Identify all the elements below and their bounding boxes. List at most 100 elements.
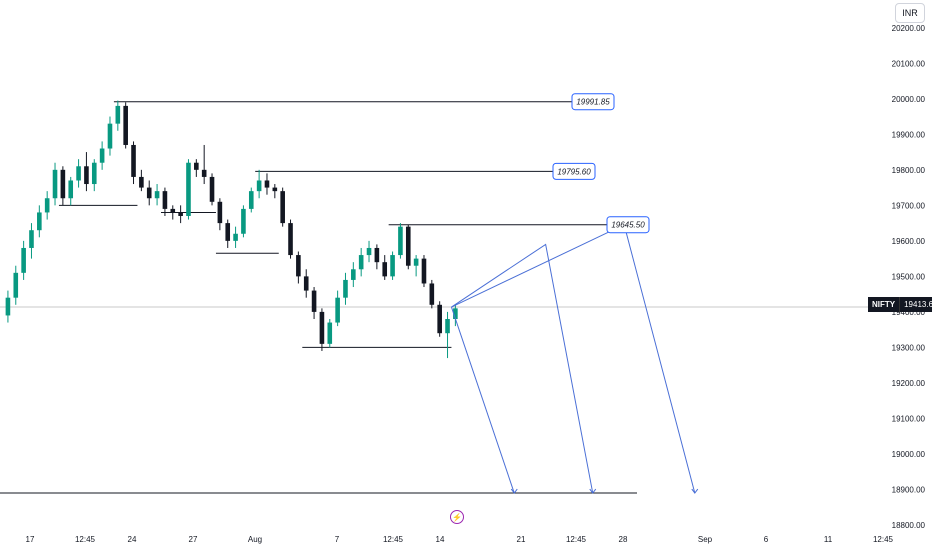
candle-body — [296, 255, 301, 277]
level-price-text: 19645.50 — [611, 221, 645, 230]
candle-body — [60, 169, 66, 199]
y-tick-label: 19100.00 — [892, 414, 926, 423]
time-axis: 17 12:45 24 27 Aug 7 12:45 14 21 12:45 28 Sep 6 11 12:… — [26, 535, 894, 544]
candle-body — [398, 226, 403, 256]
projection-path[interactable] — [451, 243, 594, 494]
candle-body — [421, 258, 427, 284]
x-tick-label: 12:45 — [566, 535, 587, 544]
candle-body — [358, 255, 364, 270]
y-tick-label: 19700.00 — [892, 201, 926, 210]
candle-body — [280, 191, 285, 224]
candlestick-series — [5, 100, 458, 359]
candle-body — [453, 308, 458, 319]
x-tick-label: Sep — [698, 535, 713, 544]
x-tick-label: 12:45 — [383, 535, 404, 544]
y-tick-label: 19800.00 — [892, 166, 926, 175]
projection-lines — [450, 223, 699, 494]
candle-body — [170, 208, 176, 213]
candle-body — [146, 187, 152, 199]
candle-body — [241, 208, 246, 234]
candle-body — [335, 297, 340, 323]
symbol-label: NIFTY — [868, 297, 900, 312]
x-tick-label: 28 — [619, 535, 628, 544]
candle-body — [374, 247, 380, 263]
x-tick-label: 24 — [128, 535, 137, 544]
candle-body — [99, 148, 105, 163]
y-tick-label: 20200.00 — [892, 24, 926, 33]
candle-body — [405, 226, 411, 266]
currency-selector[interactable]: INR — [895, 3, 925, 23]
x-tick-label: 12:45 — [873, 535, 894, 544]
x-tick-label: Aug — [248, 535, 262, 544]
candle-body — [437, 304, 442, 334]
level-price-text: 19991.85 — [576, 98, 610, 107]
current-price-value: 19413.65 — [899, 297, 932, 312]
candle-body — [44, 198, 50, 213]
candle-body — [217, 201, 223, 224]
candle-body — [29, 230, 34, 248]
candle-body — [76, 166, 81, 181]
candle-body — [107, 123, 113, 149]
candle-body — [91, 162, 97, 185]
candle-body — [13, 272, 19, 298]
candle-body — [194, 162, 199, 170]
candle-body — [178, 212, 183, 216]
level-price-text: 19795.60 — [557, 167, 591, 176]
y-tick-label: 19500.00 — [892, 272, 926, 281]
candle-body — [288, 223, 293, 256]
y-tick-label: 19600.00 — [892, 237, 926, 246]
current-price-tag: NIFTY 19413.65 — [868, 297, 932, 312]
price-axis: 20200.00 20100.00 20000.00 19900.00 19800.00… — [892, 24, 926, 530]
candle-body — [37, 212, 42, 231]
projection-arrowhead — [691, 488, 699, 494]
y-tick-label: 19200.00 — [892, 379, 926, 388]
y-tick-label: 18800.00 — [892, 521, 926, 530]
candle-body — [311, 290, 317, 312]
currency-label: INR — [902, 8, 918, 18]
projection-arrowhead — [589, 488, 597, 494]
x-tick-label: 21 — [517, 535, 526, 544]
level-price-label: 19795.60 — [552, 162, 596, 180]
candle-body — [115, 105, 121, 124]
candle-body — [256, 180, 262, 192]
candle-body — [225, 223, 231, 241]
candle-body — [5, 297, 11, 316]
candle-body — [390, 255, 395, 277]
y-tick-label: 18900.00 — [892, 485, 926, 494]
candle-body — [319, 311, 325, 344]
candle-body — [248, 191, 254, 209]
projection-arrowhead — [510, 488, 518, 494]
projection-path[interactable] — [451, 223, 696, 494]
level-price-label: 19991.85 — [571, 93, 615, 111]
candle-body — [445, 319, 450, 334]
y-tick-label: 19300.00 — [892, 343, 926, 352]
candle-body — [264, 180, 270, 188]
x-tick-label: 27 — [189, 535, 198, 544]
y-tick-label: 19900.00 — [892, 130, 926, 139]
x-tick-label: 17 — [26, 535, 35, 544]
y-tick-label: 19400.00 — [892, 308, 926, 317]
x-tick-label: 11 — [824, 535, 833, 544]
y-tick-label: 19000.00 — [892, 450, 926, 459]
candle-body — [303, 276, 309, 291]
candle-body — [123, 105, 128, 145]
candle-body — [131, 144, 136, 177]
candle-body — [209, 176, 215, 202]
candle-body — [343, 279, 348, 298]
candle-body — [351, 269, 356, 280]
candle-body — [68, 180, 74, 199]
candle-body — [382, 262, 388, 277]
candle-body — [52, 169, 58, 199]
candle-body — [327, 322, 333, 344]
candle-body — [21, 247, 26, 273]
x-tick-label: 12:45 — [75, 535, 96, 544]
projection-path[interactable] — [450, 306, 515, 494]
level-price-label: 19645.50 — [606, 216, 650, 234]
candle-body — [154, 191, 160, 199]
x-tick-label: 6 — [764, 535, 769, 544]
lightning-icon[interactable]: ⚡ — [450, 510, 464, 524]
candle-body — [233, 233, 238, 241]
y-tick-label: 20000.00 — [892, 95, 926, 104]
x-tick-label: 7 — [335, 535, 340, 544]
